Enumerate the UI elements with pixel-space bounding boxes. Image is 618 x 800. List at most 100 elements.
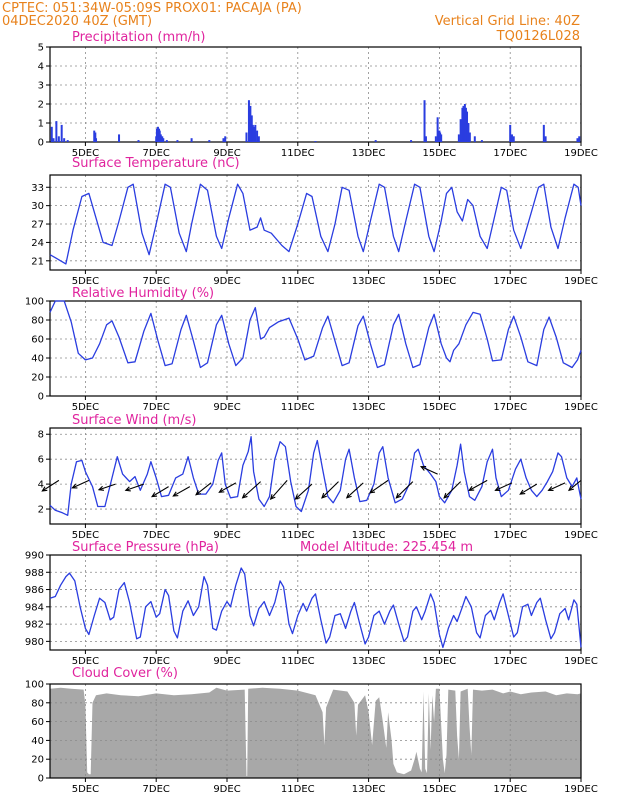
cloud-cover-ytick-0: 0 — [38, 774, 44, 785]
humidity-ytick-80: 80 — [31, 316, 44, 327]
cloud-cover-ytick-40: 40 — [31, 736, 44, 747]
wind-arrow-head-3 — [124, 486, 131, 492]
wind-arrow-head-4 — [151, 492, 158, 498]
wind-arrow-head-0 — [41, 486, 48, 492]
wind-ytick-6: 6 — [38, 455, 44, 466]
wind-arrow-head-10 — [294, 494, 301, 500]
wind-arrow-6 — [195, 482, 212, 496]
wind-arrow-5 — [173, 486, 191, 497]
humidity-tick-5dec: 5DEC — [72, 402, 99, 413]
cloud-cover-tick-19dec: 19DEC — [564, 784, 598, 795]
precipitation-bar-16 — [158, 130, 161, 142]
header-grid-note: Vertical Grid Line: 40Z — [435, 14, 580, 29]
temperature-tick-9dec: 9DEC — [213, 276, 240, 287]
precipitation-bar-54 — [473, 136, 476, 142]
humidity-ytick-100: 100 — [25, 297, 44, 308]
humidity-tick-13dec: 13DEC — [352, 402, 386, 413]
pressure-tick-15dec: 15DEC — [423, 656, 457, 667]
precipitation-bar-49 — [463, 104, 466, 142]
precipitation-bar-33 — [256, 130, 259, 142]
cloud-cover-tick-15dec: 15DEC — [423, 784, 457, 795]
wind-arrow-8 — [242, 481, 261, 499]
wind-arrow-21 — [568, 479, 582, 491]
cloud-cover-tick-11dec: 11DEC — [281, 784, 315, 795]
pressure-ytick-986: 986 — [25, 585, 44, 596]
precipitation-panel: 0 1 2 3 4 5 5DEC 7DEC 9DEC 11DEC 13DEC 15DEC 17DEC 19… — [38, 30, 598, 159]
wind-arrow-19 — [519, 483, 538, 495]
precipitation-bar-0 — [50, 126, 53, 142]
pressure-ytick-982: 982 — [25, 620, 44, 631]
precipitation-bar-1 — [52, 138, 55, 142]
pressure-tick-9dec: 9DEC — [213, 656, 240, 667]
humidity-tick-15dec: 15DEC — [423, 402, 457, 413]
wind-arrow-head-12 — [345, 492, 352, 499]
wind-arrow-head-2 — [97, 485, 105, 491]
pressure-ytick-980: 980 — [25, 637, 44, 648]
humidity-ytick-60: 60 — [31, 335, 44, 346]
precipitation-bar-41 — [436, 117, 439, 142]
humidity-ytick-0: 0 — [38, 392, 44, 403]
precipitation-bar-46 — [459, 119, 462, 142]
wind-arrow-18 — [495, 482, 513, 491]
precipitation-bar-44 — [440, 134, 443, 142]
wind-tick-13dec: 13DEC — [352, 530, 386, 541]
wind-tick-15dec: 15DEC — [423, 530, 457, 541]
wind-arrow-head-11 — [321, 492, 327, 499]
precipitation-bar-9 — [95, 138, 98, 142]
precipitation-bar-8 — [94, 132, 97, 142]
temperature-plot-frame — [49, 174, 582, 271]
wind-title: Surface Wind (m/s) — [72, 413, 196, 428]
precipitation-bar-34 — [257, 136, 260, 142]
precipitation-tick-7dec: 7DEC — [143, 148, 170, 159]
precipitation-bar-18 — [161, 136, 164, 142]
precipitation-bar-4 — [60, 124, 63, 142]
wind-arrow-head-19 — [519, 489, 526, 495]
humidity-plot-frame — [49, 300, 582, 397]
precipitation-bar-14 — [156, 126, 159, 142]
precipitation-tick-11dec: 11DEC — [281, 148, 315, 159]
precipitation-bar-7 — [93, 130, 96, 142]
cloud-cover-ytick-60: 60 — [31, 717, 44, 728]
precipitation-bar-11 — [137, 140, 140, 142]
cloud-cover-tick-7dec: 7DEC — [143, 784, 170, 795]
wind-arrow-14 — [395, 481, 414, 499]
humidity-tick-11dec: 11DEC — [281, 402, 315, 413]
wind-ytick-2: 2 — [38, 505, 44, 516]
precipitation-ytick-5: 5 — [38, 43, 44, 54]
wind-arrow-13 — [369, 479, 389, 494]
humidity-ytick-40: 40 — [31, 354, 44, 365]
precipitation-ytick-3: 3 — [38, 81, 44, 92]
wind-arrow-head-6 — [195, 489, 202, 496]
precipitation-bar-26 — [245, 132, 248, 142]
temperature-ytick-24: 24 — [31, 238, 44, 249]
wind-arrow-2 — [98, 483, 116, 491]
precipitation-title: Precipitation (mm/h) — [72, 30, 205, 45]
temperature-tick-19dec: 19DEC — [564, 276, 598, 287]
wind-tick-5dec: 5DEC — [72, 530, 99, 541]
header-date: 04DEC2020 40Z (GMT) — [2, 14, 152, 29]
wind-arrow-16 — [443, 481, 462, 499]
temperature-ytick-30: 30 — [31, 201, 44, 212]
precipitation-bar-13 — [155, 128, 158, 142]
wind-arrow-4 — [151, 486, 169, 498]
wind-panel: 2 4 6 8 5DEC 7DEC 9DEC 11DEC 13DEC 15DEC 17DEC 19DE… — [38, 413, 598, 541]
temperature-tick-13dec: 13DEC — [352, 276, 386, 287]
temperature-tick-17dec: 17DEC — [493, 276, 527, 287]
precipitation-bar-25 — [224, 136, 227, 142]
wind-arrow-head-16 — [443, 492, 450, 499]
header-location: CPTEC: 051:34W-05:09S PROX01: PACAJA (PA… — [2, 1, 302, 16]
precipitation-bar-50 — [464, 107, 467, 142]
pressure-ytick-984: 984 — [25, 602, 44, 613]
precipitation-bar-23 — [208, 140, 211, 142]
cloud-cover-tick-5dec: 5DEC — [72, 784, 99, 795]
pressure-tick-7dec: 7DEC — [143, 656, 170, 667]
wind-tick-11dec: 11DEC — [281, 530, 315, 541]
model-altitude-note: Model Altitude: 225.454 m — [300, 540, 473, 555]
precipitation-bar-36 — [374, 140, 377, 142]
pressure-tick-5dec: 5DEC — [72, 656, 99, 667]
precipitation-bar-53 — [468, 132, 471, 142]
precipitation-bar-24 — [222, 138, 225, 142]
precipitation-bar-17 — [159, 134, 162, 142]
humidity-panel: 0 20 40 60 80 100 5DEC 7DEC 9DEC 11DEC 13DEC 15DEC 1… — [25, 286, 598, 413]
wind-arrow-head-1 — [71, 483, 78, 489]
